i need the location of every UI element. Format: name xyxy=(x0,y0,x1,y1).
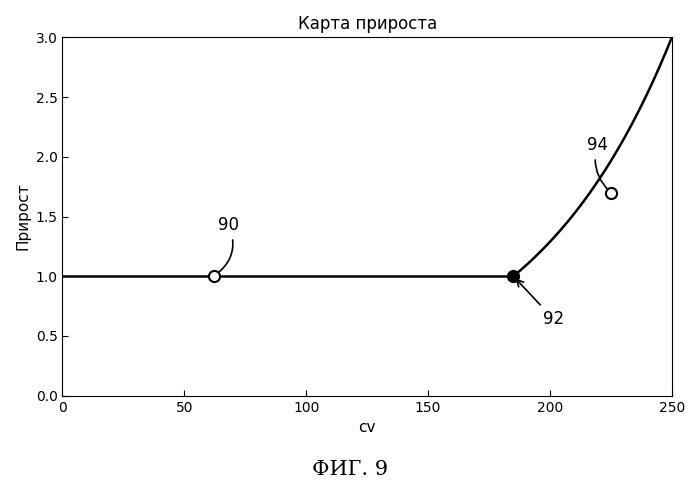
X-axis label: cv: cv xyxy=(358,420,376,435)
Text: 90: 90 xyxy=(216,216,239,274)
Y-axis label: Прирост: Прирост xyxy=(15,182,30,250)
Text: ФИГ. 9: ФИГ. 9 xyxy=(312,460,388,479)
Text: 92: 92 xyxy=(517,280,564,328)
Title: Карта прироста: Карта прироста xyxy=(298,15,437,33)
Text: 94: 94 xyxy=(587,136,609,191)
